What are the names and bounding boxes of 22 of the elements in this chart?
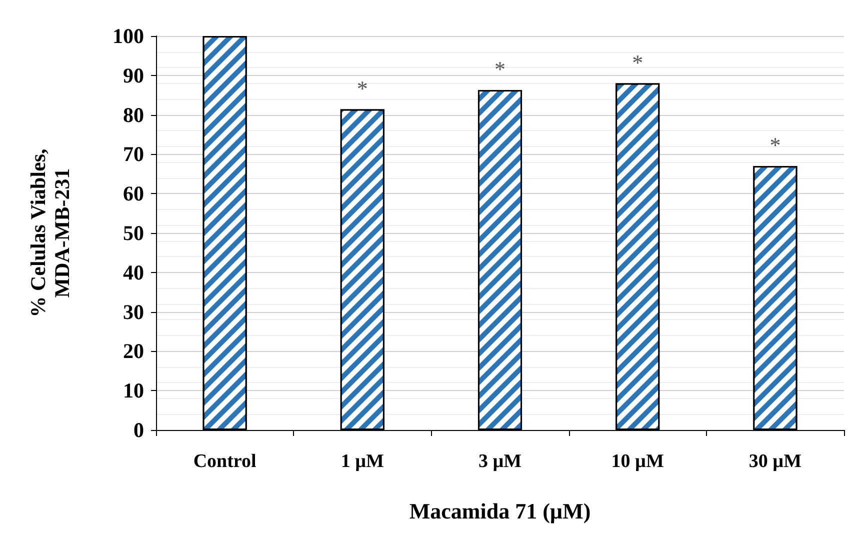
y-tick-label: 80 [123, 102, 144, 127]
x-tick-label: 1 µM [340, 451, 384, 472]
y-tick-label: 60 [123, 182, 144, 206]
y-tick-label: 90 [123, 63, 144, 88]
annotation: * [632, 50, 644, 75]
y-tick-label: 50 [123, 221, 144, 245]
x-tick-label: 10 µM [611, 451, 664, 472]
y-tick-label: 30 [123, 300, 144, 324]
y-tick-label: 70 [123, 142, 144, 166]
x-tick-label: 30 µM [748, 451, 802, 472]
y-tick-label: 0 [134, 418, 144, 442]
y-tick-label: 40 [123, 260, 144, 284]
y-tick-label: 10 [123, 378, 144, 403]
y-tick-label: 20 [123, 339, 144, 364]
annotation: * [356, 76, 368, 101]
x-axis-title: Macamida 71 (µM) [409, 498, 591, 524]
x-tick-label: Control [193, 451, 256, 472]
annotation: * [770, 132, 781, 158]
y-axis-title: % Celulas Viables, MDA-MB-231 [26, 148, 74, 318]
x-tick-label: 3 µM [478, 451, 522, 472]
annotation: * [494, 56, 506, 82]
y-tick-label: 100 [112, 24, 144, 48]
